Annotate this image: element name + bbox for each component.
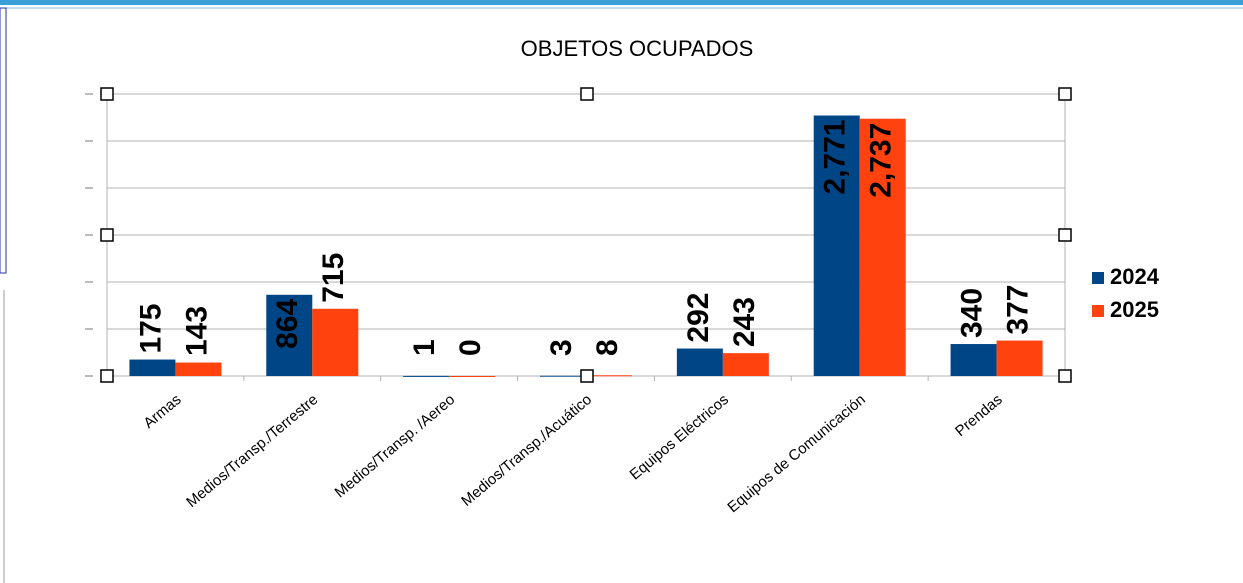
data-label: 8 bbox=[591, 339, 624, 356]
data-label: 377 bbox=[1001, 284, 1034, 334]
data-label: 2,737 bbox=[865, 123, 898, 198]
bar bbox=[676, 348, 723, 376]
data-label: 292 bbox=[682, 292, 715, 342]
bar bbox=[403, 375, 450, 377]
legend-swatch bbox=[1092, 305, 1104, 317]
bar bbox=[813, 115, 860, 376]
x-tick-label: Medios/Transp. /Aereo bbox=[332, 391, 459, 501]
bar bbox=[586, 375, 632, 377]
data-label: 243 bbox=[728, 297, 761, 347]
bar bbox=[722, 353, 769, 376]
data-label: 340 bbox=[955, 288, 988, 338]
data-label: 2,771 bbox=[819, 120, 852, 195]
x-tick-label: Armas bbox=[140, 391, 184, 432]
bar bbox=[996, 340, 1043, 376]
bar bbox=[129, 359, 176, 376]
chart-title: OBJETOS OCUPADOS bbox=[521, 36, 754, 61]
bar bbox=[449, 376, 496, 377]
data-label: 0 bbox=[454, 339, 487, 356]
x-tick-label: Prendas bbox=[952, 391, 1006, 440]
bar bbox=[950, 344, 997, 376]
x-tick-label: Equipos Eléctricos bbox=[627, 391, 732, 483]
bar bbox=[312, 308, 359, 376]
data-label: 3 bbox=[545, 339, 578, 356]
bar bbox=[859, 118, 906, 377]
selection-handles bbox=[100, 87, 1072, 383]
data-label: 1 bbox=[408, 339, 441, 356]
x-tick-label: Medios/Transp./Acuático bbox=[458, 391, 595, 510]
bar bbox=[175, 362, 222, 376]
data-label: 143 bbox=[180, 306, 213, 356]
data-label: 864 bbox=[271, 298, 304, 348]
sheet-edge bbox=[0, 7, 7, 274]
legend-label: 2025 bbox=[1110, 297, 1159, 322]
data-label: 175 bbox=[134, 303, 167, 353]
x-tick-label: Medios/Transp./Terrestre bbox=[183, 391, 321, 511]
legend-swatch bbox=[1092, 272, 1104, 284]
bar bbox=[540, 375, 586, 377]
x-tick-label: Equipos de Comunicación bbox=[724, 391, 868, 516]
bar bbox=[266, 294, 313, 376]
data-label: 715 bbox=[317, 253, 350, 303]
legend-label: 2024 bbox=[1110, 264, 1160, 289]
window-edge bbox=[0, 0, 1243, 5]
